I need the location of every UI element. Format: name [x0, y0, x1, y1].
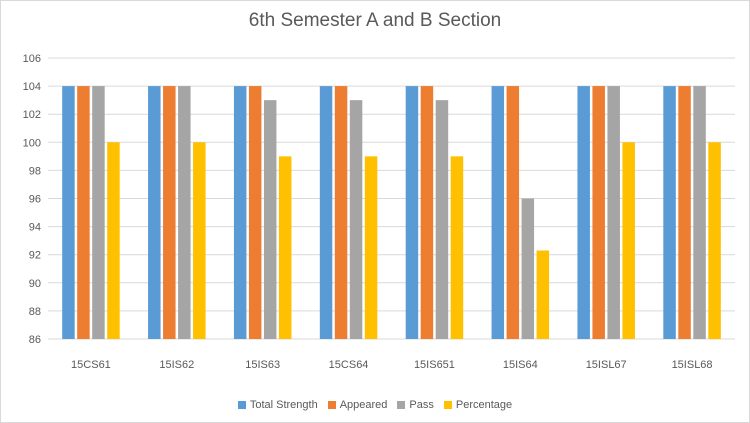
legend-item: Pass	[397, 399, 434, 411]
bar	[491, 86, 505, 339]
bar	[77, 86, 90, 339]
y-tick-label: 106	[23, 53, 41, 65]
bar	[248, 86, 262, 339]
x-tick-label: 15ISL68	[672, 359, 713, 371]
bar	[663, 86, 676, 339]
y-tick-label: 88	[29, 306, 41, 318]
bar	[506, 86, 520, 339]
bar	[178, 86, 191, 339]
y-tick-label: 102	[23, 109, 41, 121]
x-tick-label: 15IS651	[414, 359, 455, 371]
y-tick-label: 104	[23, 81, 41, 93]
bar	[193, 142, 206, 339]
bar	[334, 86, 348, 339]
y-tick-label: 96	[29, 194, 41, 206]
x-tick-label: 15ISL67	[586, 359, 627, 371]
bar	[107, 142, 120, 339]
x-tick-label: 15IS64	[503, 359, 538, 371]
bar	[693, 86, 706, 339]
x-tick-label: 15IS62	[159, 359, 194, 371]
chart-title: 6th Semester A and B Section	[248, 10, 502, 31]
y-tick-label: 92	[29, 250, 41, 262]
legend: Total Strength Appeared Pass Percentage	[0, 399, 750, 411]
bar	[405, 86, 419, 339]
bar	[678, 86, 691, 339]
bar	[233, 86, 247, 339]
legend-swatch	[237, 401, 246, 409]
y-tick-label: 94	[29, 222, 41, 234]
legend-item: Percentage	[443, 399, 513, 411]
legend-swatch	[443, 401, 452, 409]
bar	[163, 86, 176, 339]
legend-item: Appeared	[327, 399, 388, 411]
bar	[364, 156, 378, 339]
y-tick-label: 100	[23, 137, 41, 149]
legend-label: Total Strength	[249, 399, 318, 411]
bar	[607, 86, 620, 339]
y-tick-label: 98	[29, 165, 41, 177]
bar	[420, 86, 434, 339]
bar	[278, 156, 292, 339]
bar	[148, 86, 161, 339]
bar	[622, 142, 635, 339]
bar	[592, 86, 605, 339]
legend-swatch	[397, 401, 406, 409]
bar	[62, 86, 75, 339]
bar	[536, 250, 550, 339]
bar	[319, 86, 333, 339]
legend-label: Appeared	[339, 399, 388, 411]
bar	[349, 100, 363, 340]
x-tick-label: 15CS61	[71, 359, 111, 371]
legend-label: Pass	[409, 399, 434, 411]
x-tick-label: 15CS64	[329, 359, 369, 371]
bar	[577, 86, 590, 339]
legend-swatch	[327, 401, 336, 409]
bar	[435, 100, 449, 340]
bar	[92, 86, 105, 339]
bar	[450, 156, 464, 339]
y-tick-label: 90	[29, 278, 41, 290]
bar	[708, 142, 721, 339]
y-tick-label: 86	[29, 334, 41, 346]
legend-item: Total Strength	[237, 399, 318, 411]
bar	[521, 198, 535, 339]
x-tick-label: 15IS63	[245, 359, 280, 371]
bar	[263, 100, 277, 340]
legend-label: Percentage	[455, 399, 513, 411]
